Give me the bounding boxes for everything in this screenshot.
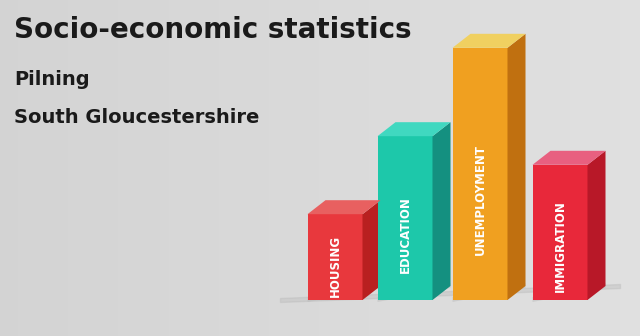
Polygon shape <box>378 122 451 136</box>
Polygon shape <box>433 122 451 300</box>
Polygon shape <box>307 200 381 214</box>
Text: South Gloucestershire: South Gloucestershire <box>14 108 259 127</box>
Polygon shape <box>532 165 588 300</box>
Polygon shape <box>452 283 525 302</box>
Text: IMMIGRATION: IMMIGRATION <box>554 200 566 292</box>
Polygon shape <box>307 283 381 302</box>
Polygon shape <box>362 200 381 300</box>
Polygon shape <box>452 48 508 300</box>
Polygon shape <box>452 34 525 48</box>
Polygon shape <box>532 283 605 302</box>
Polygon shape <box>378 283 451 302</box>
Text: Socio-economic statistics: Socio-economic statistics <box>14 16 412 44</box>
Polygon shape <box>532 151 605 165</box>
Text: EDUCATION: EDUCATION <box>399 196 412 273</box>
Text: Pilning: Pilning <box>14 70 90 89</box>
Polygon shape <box>307 214 362 300</box>
Text: UNEMPLOYMENT: UNEMPLOYMENT <box>474 143 486 255</box>
Polygon shape <box>378 136 433 300</box>
Polygon shape <box>508 34 525 300</box>
Text: HOUSING: HOUSING <box>328 235 342 297</box>
Polygon shape <box>588 151 605 300</box>
